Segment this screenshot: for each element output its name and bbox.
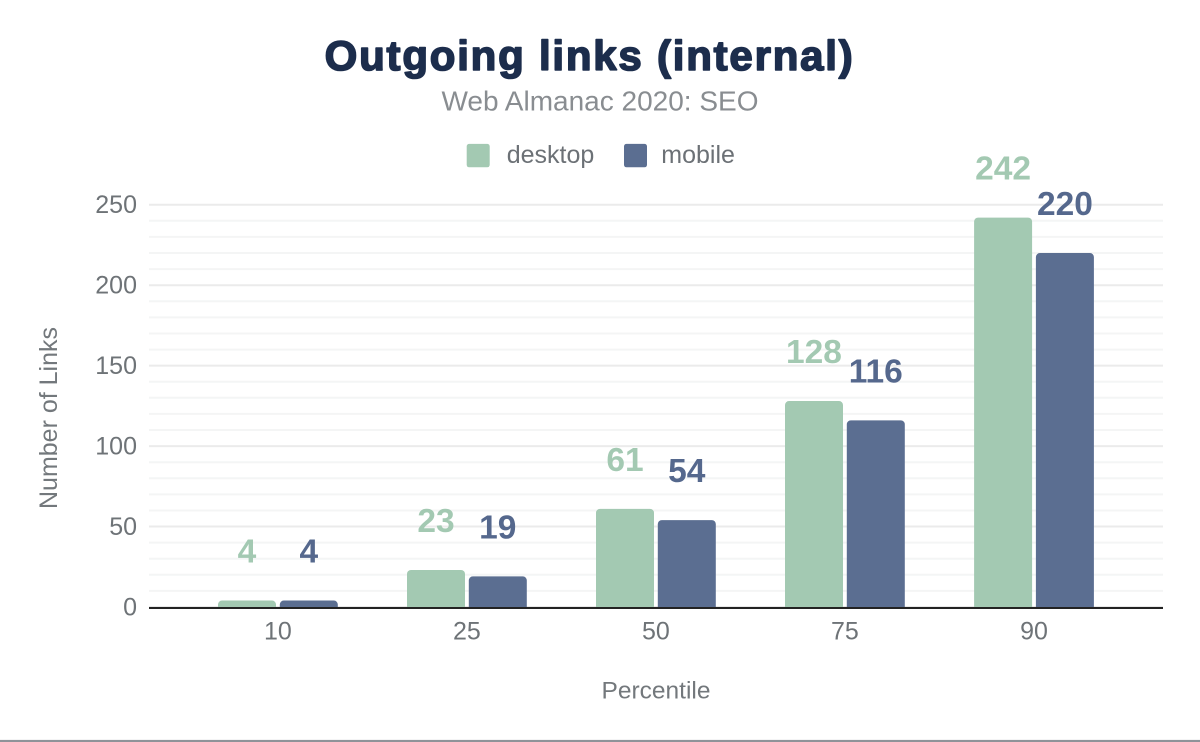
svg-text:desktop: desktop xyxy=(507,141,595,169)
svg-text:4: 4 xyxy=(238,534,257,571)
svg-text:4: 4 xyxy=(299,534,318,571)
svg-text:220: 220 xyxy=(1037,186,1093,223)
svg-text:128: 128 xyxy=(786,334,842,371)
svg-text:61: 61 xyxy=(606,442,643,479)
svg-text:200: 200 xyxy=(95,272,137,300)
svg-text:100: 100 xyxy=(95,433,137,461)
svg-text:242: 242 xyxy=(975,151,1031,188)
svg-text:50: 50 xyxy=(109,513,137,541)
svg-text:0: 0 xyxy=(123,594,137,622)
svg-text:50: 50 xyxy=(642,617,670,645)
svg-text:Outgoing links (internal): Outgoing links (internal) xyxy=(325,32,855,79)
svg-text:23: 23 xyxy=(417,503,454,540)
svg-text:Percentile: Percentile xyxy=(602,678,711,705)
svg-text:mobile: mobile xyxy=(661,141,735,169)
svg-text:54: 54 xyxy=(668,453,706,490)
svg-text:25: 25 xyxy=(453,617,481,645)
svg-text:75: 75 xyxy=(831,617,859,645)
svg-text:150: 150 xyxy=(95,352,137,380)
svg-text:Web Almanac 2020: SEO: Web Almanac 2020: SEO xyxy=(442,85,759,116)
svg-text:Number of Links: Number of Links xyxy=(35,327,63,509)
svg-text:116: 116 xyxy=(849,353,903,390)
svg-text:90: 90 xyxy=(1020,617,1048,645)
svg-text:250: 250 xyxy=(95,191,137,219)
svg-text:10: 10 xyxy=(264,617,292,645)
svg-text:19: 19 xyxy=(479,509,516,546)
